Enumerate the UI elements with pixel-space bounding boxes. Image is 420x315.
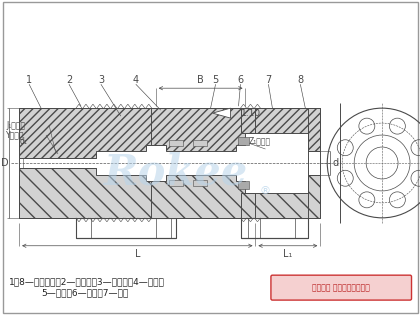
Text: Rokee: Rokee <box>104 152 248 194</box>
Text: 4: 4 <box>133 75 139 85</box>
Text: ®: ® <box>260 186 271 196</box>
Polygon shape <box>241 175 320 218</box>
Bar <box>238 137 249 145</box>
Text: 3: 3 <box>98 75 104 85</box>
Bar <box>241 218 308 238</box>
Text: 1、8—半联轴器；2—外挡板；3—内挡板；4—外套；: 1、8—半联轴器；2—外挡板；3—内挡板；4—外套； <box>9 277 165 286</box>
Polygon shape <box>19 168 176 218</box>
Text: d₁: d₁ <box>19 137 27 146</box>
Text: 8: 8 <box>297 75 303 85</box>
Polygon shape <box>241 108 320 151</box>
Bar <box>169 140 183 146</box>
FancyBboxPatch shape <box>271 275 412 300</box>
Text: 6: 6 <box>237 75 244 85</box>
Bar <box>193 140 207 146</box>
Text: D: D <box>0 158 8 168</box>
Polygon shape <box>19 108 176 158</box>
Bar <box>76 218 176 238</box>
Text: 2: 2 <box>66 75 72 85</box>
Text: Z₁型轴孔: Z₁型轴孔 <box>249 136 270 146</box>
Bar <box>193 180 207 186</box>
Bar <box>169 180 183 186</box>
Polygon shape <box>151 108 255 151</box>
Polygon shape <box>151 175 255 218</box>
Text: J₁型轴孔: J₁型轴孔 <box>6 121 25 129</box>
Text: d: d <box>332 158 339 168</box>
Text: 版权所有 侵权必被严厉追究: 版权所有 侵权必被严厉追究 <box>312 283 370 292</box>
Text: B: B <box>197 75 204 85</box>
Text: 1:10: 1:10 <box>241 109 261 117</box>
Text: 7: 7 <box>265 75 272 85</box>
Polygon shape <box>213 108 231 118</box>
Text: 1: 1 <box>26 75 32 85</box>
Text: 5: 5 <box>213 75 219 85</box>
Text: L: L <box>134 249 140 259</box>
Text: Y型轴孔: Y型轴孔 <box>6 130 25 140</box>
Text: L₁: L₁ <box>283 249 293 259</box>
Text: 5—柱销；6—螺栓；7—垫圈: 5—柱销；6—螺栓；7—垫圈 <box>41 288 129 297</box>
Bar <box>238 181 249 189</box>
